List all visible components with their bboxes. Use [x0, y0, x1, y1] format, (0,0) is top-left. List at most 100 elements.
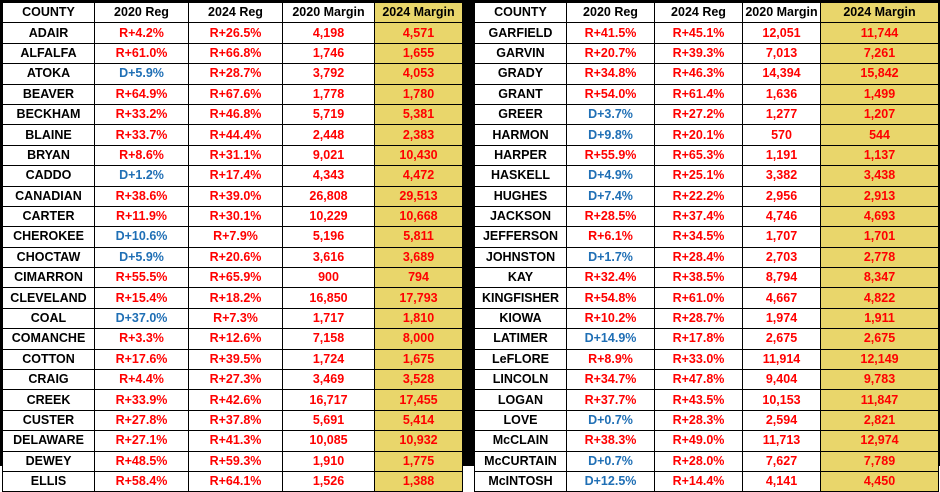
margin-2020-cell: 2,703: [742, 246, 821, 269]
table-row: BLAINE R+33.7% R+44.4% 2,448 2,383: [2, 124, 463, 146]
county-cell: McCLAIN: [474, 430, 567, 452]
margin-2020-cell: 7,158: [282, 328, 375, 350]
margin-2024-cell: 1,911: [820, 307, 939, 330]
margin-2024-cell: 1,388: [374, 470, 463, 492]
margin-2020-cell: 2,675: [742, 328, 821, 350]
reg-2024-cell: R+37.4%: [654, 205, 743, 228]
margin-2024-cell: 4,822: [820, 287, 939, 309]
margin-2024-cell: 3,689: [374, 246, 463, 269]
margin-2020-cell: 3,469: [282, 369, 375, 391]
table-row: ATOKA D+5.9% R+28.7% 3,792 4,053: [2, 63, 463, 85]
margin-2024-cell: 11,847: [820, 389, 939, 411]
margin-2020-cell: 10,085: [282, 430, 375, 452]
reg-2020-cell: R+8.9%: [566, 348, 655, 371]
margin-2020-cell: 5,691: [282, 409, 375, 432]
reg-2020-cell: D+0.7%: [566, 409, 655, 432]
margin-2020-cell: 4,667: [742, 287, 821, 309]
margin-2020-cell: 7,627: [742, 450, 821, 472]
margin-2024-cell: 1,701: [820, 226, 939, 248]
reg-2024-cell: R+46.3%: [654, 63, 743, 85]
reg-2024-cell: R+20.6%: [188, 246, 283, 269]
table-row: LINCOLN R+34.7% R+47.8% 9,404 9,783: [474, 369, 939, 391]
margin-2024-cell: 5,381: [374, 103, 463, 126]
table-row: CRAIG R+4.4% R+27.3% 3,469 3,528: [2, 369, 463, 391]
margin-2024-cell: 2,913: [820, 185, 939, 207]
county-cell: ATOKA: [2, 63, 95, 85]
margin-2020-cell: 10,153: [742, 389, 821, 411]
margin-2024-cell: 1,775: [374, 450, 463, 472]
reg-2020-cell: R+27.1%: [94, 430, 189, 452]
margin-2020-cell: 3,616: [282, 246, 375, 269]
reg-2024-cell: R+34.5%: [654, 226, 743, 248]
margin-2024-cell: 3,528: [374, 369, 463, 391]
reg-2020-cell: R+64.9%: [94, 83, 189, 105]
reg-2024-cell: R+31.1%: [188, 144, 283, 167]
reg-2020-cell: R+32.4%: [566, 267, 655, 289]
reg-2024-cell: R+65.9%: [188, 267, 283, 289]
county-cell: KINGFISHER: [474, 287, 567, 309]
reg-2024-cell: R+39.5%: [188, 348, 283, 371]
reg-2024-cell: R+12.6%: [188, 328, 283, 350]
margin-2020-cell: 11,914: [742, 348, 821, 371]
reg-2024-cell: R+44.4%: [188, 124, 283, 146]
table-row: COTTON R+17.6% R+39.5% 1,724 1,675: [2, 348, 463, 371]
reg-2020-cell: R+38.3%: [566, 430, 655, 452]
reg-2024-cell: R+30.1%: [188, 205, 283, 228]
margin-2020-cell: 3,382: [742, 165, 821, 187]
table-row: CANADIAN R+38.6% R+39.0% 26,808 29,513: [2, 185, 463, 207]
margin-2024-cell: 10,668: [374, 205, 463, 228]
table-row: DEWEY R+48.5% R+59.3% 1,910 1,775: [2, 450, 463, 472]
table-row: CUSTER R+27.8% R+37.8% 5,691 5,414: [2, 409, 463, 432]
margin-2024-cell: 1,207: [820, 103, 939, 126]
margin-2020-cell: 1,717: [282, 307, 375, 330]
margin-2020-cell: 1,636: [742, 83, 821, 105]
table-row: ALFALFA R+61.0% R+66.8% 1,746 1,655: [2, 42, 463, 65]
reg-2024-cell: R+26.5%: [188, 22, 283, 44]
reg-2024-cell: R+59.3%: [188, 450, 283, 472]
table-row: BEAVER R+64.9% R+67.6% 1,778 1,780: [2, 83, 463, 105]
table-row: DELAWARE R+27.1% R+41.3% 10,085 10,932: [2, 430, 463, 452]
margin-2020-cell: 5,196: [282, 226, 375, 248]
reg-2024-cell: R+17.8%: [654, 328, 743, 350]
county-cell: DEWEY: [2, 450, 95, 472]
margin-2020-cell: 900: [282, 267, 375, 289]
header-margin-2024: 2024 Margin: [820, 1, 939, 24]
reg-2024-cell: R+25.1%: [654, 165, 743, 187]
margin-2024-cell: 4,571: [374, 22, 463, 44]
margin-2024-cell: 8,000: [374, 328, 463, 350]
margin-2024-cell: 11,744: [820, 22, 939, 44]
reg-2024-cell: R+41.3%: [188, 430, 283, 452]
reg-2020-cell: R+58.4%: [94, 470, 189, 492]
reg-2024-cell: R+61.4%: [654, 83, 743, 105]
reg-2020-cell: R+48.5%: [94, 450, 189, 472]
table-row: CARTER R+11.9% R+30.1% 10,229 10,668: [2, 205, 463, 228]
header-county: COUNTY: [474, 1, 567, 24]
margin-2024-cell: 1,810: [374, 307, 463, 330]
reg-2020-cell: D+1.2%: [94, 165, 189, 187]
reg-2024-cell: R+14.4%: [654, 470, 743, 492]
table-row: CHEROKEE D+10.6% R+7.9% 5,196 5,811: [2, 226, 463, 248]
reg-2024-cell: R+7.9%: [188, 226, 283, 248]
reg-2020-cell: R+20.7%: [566, 42, 655, 65]
margin-2020-cell: 3,792: [282, 63, 375, 85]
reg-2024-cell: R+33.0%: [654, 348, 743, 371]
margin-2020-cell: 1,974: [742, 307, 821, 330]
county-cell: JOHNSTON: [474, 246, 567, 269]
margin-2024-cell: 4,450: [820, 470, 939, 492]
margin-2024-cell: 17,455: [374, 389, 463, 411]
reg-2020-cell: R+55.9%: [566, 144, 655, 167]
table-row: McCLAIN R+38.3% R+49.0% 11,713 12,974: [474, 430, 939, 452]
table-row: BECKHAM R+33.2% R+46.8% 5,719 5,381: [2, 103, 463, 126]
county-cell: CUSTER: [2, 409, 95, 432]
margin-2020-cell: 16,850: [282, 287, 375, 309]
margin-2024-cell: 5,811: [374, 226, 463, 248]
margin-2020-cell: 1,910: [282, 450, 375, 472]
table-row: LOVE D+0.7% R+28.3% 2,594 2,821: [474, 409, 939, 432]
reg-2020-cell: R+55.5%: [94, 267, 189, 289]
table-row: KAY R+32.4% R+38.5% 8,794 8,347: [474, 267, 939, 289]
margin-2024-cell: 17,793: [374, 287, 463, 309]
header-reg-2020: 2020 Reg: [566, 1, 655, 24]
margin-2024-cell: 8,347: [820, 267, 939, 289]
county-cell: JEFFERSON: [474, 226, 567, 248]
